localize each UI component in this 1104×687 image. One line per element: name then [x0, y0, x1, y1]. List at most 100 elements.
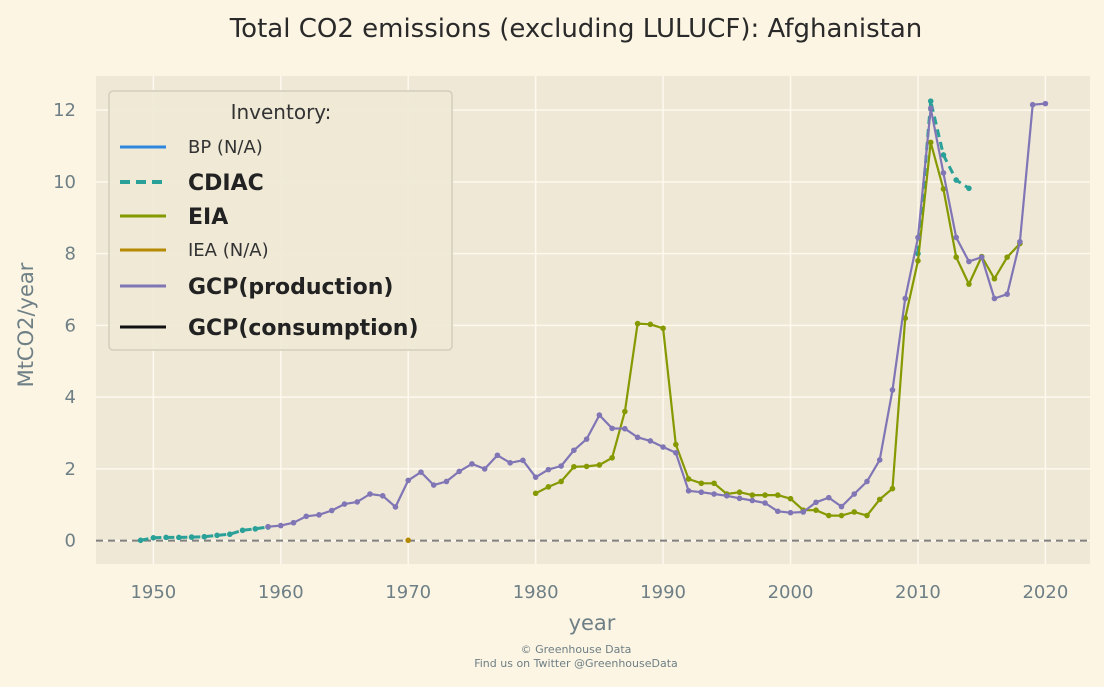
data-point	[494, 452, 501, 459]
data-point	[367, 491, 373, 497]
series-line	[267, 102, 1046, 528]
data-point	[864, 512, 870, 519]
data-point	[583, 463, 590, 470]
data-point	[647, 321, 654, 328]
data-point	[277, 522, 284, 529]
data-point	[813, 507, 819, 513]
data-point	[341, 501, 348, 507]
data-point	[966, 258, 972, 265]
data-point	[214, 532, 220, 539]
data-point	[787, 495, 794, 502]
data-point	[239, 527, 246, 534]
y-tick-label: 6	[65, 315, 76, 336]
x-tick-label: 2010	[895, 582, 941, 603]
legend-title: Inventory:	[231, 100, 332, 124]
data-point	[150, 535, 157, 541]
x-tick-label: 1980	[513, 582, 559, 603]
data-point	[966, 185, 972, 192]
x-tick-label: 1990	[640, 582, 686, 603]
data-point	[660, 325, 666, 332]
data-point	[660, 444, 666, 450]
credit-line-1: © Greenhouse Data	[521, 643, 632, 656]
data-point	[800, 509, 807, 515]
x-tick-label: 1970	[385, 582, 431, 603]
data-point	[1004, 254, 1010, 261]
data-point	[571, 463, 577, 470]
data-point	[647, 438, 654, 444]
y-tick-label: 8	[65, 244, 76, 265]
legend-box	[108, 90, 453, 351]
data-point	[724, 493, 730, 499]
data-point	[864, 478, 870, 485]
data-point	[634, 320, 641, 327]
data-point	[787, 509, 794, 516]
data-point	[252, 526, 259, 532]
legend-label: IEA (N/A)	[188, 240, 269, 261]
data-point	[902, 315, 909, 322]
data-point	[1042, 100, 1049, 107]
data-point	[532, 490, 539, 497]
data-point	[711, 480, 717, 487]
data-point	[227, 531, 233, 538]
data-point	[137, 537, 144, 544]
data-point	[698, 480, 705, 487]
data-point	[545, 484, 552, 490]
data-point	[558, 478, 564, 485]
legend-label: BP (N/A)	[188, 137, 263, 158]
data-point	[838, 503, 845, 510]
data-point	[762, 500, 768, 506]
data-point	[596, 462, 603, 468]
data-point	[507, 460, 513, 466]
data-point	[953, 177, 959, 183]
data-point	[558, 463, 564, 469]
credit-line-2: Find us on Twitter @GreenhouseData	[474, 657, 678, 670]
data-point	[851, 491, 858, 497]
data-point	[736, 489, 743, 496]
x-axis-label: year	[569, 611, 616, 635]
data-point	[762, 492, 768, 498]
data-point	[889, 485, 896, 492]
data-point	[825, 494, 832, 501]
data-point	[698, 489, 705, 496]
y-tick-label: 0	[65, 531, 76, 552]
data-point	[902, 295, 909, 302]
data-point	[915, 257, 921, 264]
data-point	[596, 412, 603, 418]
data-point	[1029, 101, 1036, 108]
data-point	[991, 295, 998, 302]
data-point	[405, 477, 412, 484]
data-point	[940, 186, 947, 192]
data-point	[736, 495, 743, 502]
data-point	[481, 466, 488, 472]
data-point	[953, 254, 959, 261]
data-point	[583, 436, 590, 442]
data-point	[328, 507, 335, 514]
data-point	[201, 533, 208, 540]
data-point	[1004, 291, 1010, 297]
data-point	[889, 387, 896, 393]
data-point	[405, 537, 412, 544]
tick-labels: 1950 1960 1970 1980 1990 2000 2010 2020 0 2 4 6 8 10 1…	[53, 100, 1068, 603]
series-iea	[405, 537, 412, 544]
data-point	[978, 254, 985, 261]
x-tick-label: 2020	[1022, 582, 1068, 603]
data-point	[430, 482, 437, 488]
data-point	[354, 499, 361, 505]
data-point	[265, 523, 271, 530]
data-point	[774, 508, 781, 515]
data-point	[520, 457, 526, 464]
legend-label: GCP(production)	[188, 275, 393, 300]
data-point	[915, 234, 921, 241]
data-point	[685, 476, 692, 482]
legend-items: BP (N/A) CDIAC EIA IEA (N/A) GCP(production)…	[120, 137, 419, 341]
chart-title: Total CO2 emissions (excluding LULUCF): …	[229, 14, 923, 44]
data-point	[443, 478, 450, 485]
legend-label: GCP(consumption)	[188, 316, 419, 341]
series-layer	[137, 98, 1049, 544]
data-point	[532, 474, 539, 480]
data-point	[316, 512, 322, 518]
x-tick-label: 1950	[130, 582, 176, 603]
y-tick-label: 12	[53, 100, 76, 121]
data-point	[940, 152, 947, 158]
